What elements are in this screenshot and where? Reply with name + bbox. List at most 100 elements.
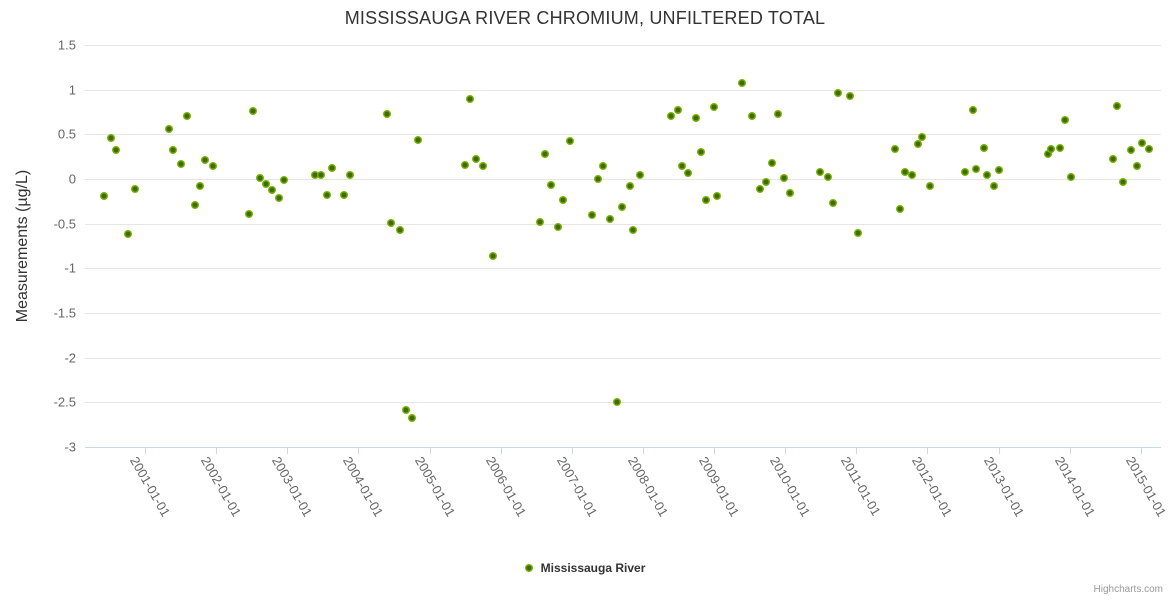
data-point[interactable]: [1061, 116, 1070, 125]
data-point[interactable]: [268, 185, 277, 194]
data-point[interactable]: [177, 159, 186, 168]
data-point[interactable]: [461, 160, 470, 169]
data-point[interactable]: [1056, 143, 1065, 152]
data-point[interactable]: [626, 182, 635, 191]
data-point[interactable]: [786, 189, 795, 198]
data-point[interactable]: [323, 191, 332, 200]
data-point[interactable]: [345, 170, 354, 179]
data-point[interactable]: [478, 162, 487, 171]
data-point[interactable]: [311, 170, 320, 179]
data-point[interactable]: [1109, 155, 1118, 164]
data-point[interactable]: [558, 196, 567, 205]
data-point[interactable]: [983, 170, 992, 179]
data-point[interactable]: [1113, 101, 1122, 110]
data-point[interactable]: [255, 174, 264, 183]
data-point[interactable]: [316, 170, 325, 179]
data-point[interactable]: [737, 78, 746, 87]
data-point[interactable]: [182, 112, 191, 121]
data-point[interactable]: [702, 196, 711, 205]
data-point[interactable]: [261, 180, 270, 189]
data-point[interactable]: [488, 251, 497, 260]
data-point[interactable]: [691, 114, 700, 123]
data-point[interactable]: [208, 161, 217, 170]
data-point[interactable]: [244, 209, 253, 218]
data-point[interactable]: [536, 217, 545, 226]
data-point[interactable]: [1133, 161, 1142, 170]
data-point[interactable]: [169, 146, 178, 155]
data-point[interactable]: [100, 191, 109, 200]
data-point[interactable]: [853, 228, 862, 237]
data-point[interactable]: [1067, 173, 1076, 182]
data-point[interactable]: [131, 184, 140, 193]
data-point[interactable]: [774, 109, 783, 118]
data-point[interactable]: [553, 223, 562, 232]
data-point[interactable]: [328, 164, 337, 173]
data-point[interactable]: [823, 173, 832, 182]
data-point[interactable]: [747, 111, 756, 120]
data-point[interactable]: [1138, 139, 1147, 148]
data-point[interactable]: [1126, 146, 1135, 155]
data-point[interactable]: [414, 135, 423, 144]
data-point[interactable]: [402, 406, 411, 415]
data-point[interactable]: [275, 193, 284, 202]
data-point[interactable]: [382, 109, 391, 118]
data-point[interactable]: [891, 144, 900, 153]
data-point[interactable]: [190, 200, 199, 209]
data-point[interactable]: [1145, 144, 1154, 153]
data-point[interactable]: [594, 175, 603, 183]
data-point[interactable]: [164, 124, 173, 133]
data-point[interactable]: [918, 133, 927, 141]
data-point[interactable]: [780, 174, 789, 183]
data-point[interactable]: [712, 191, 721, 200]
data-point[interactable]: [588, 210, 597, 219]
data-point[interactable]: [907, 170, 916, 179]
data-point[interactable]: [599, 161, 608, 170]
data-point[interactable]: [106, 133, 115, 142]
data-point[interactable]: [1043, 149, 1052, 158]
data-point[interactable]: [710, 102, 719, 111]
data-point[interactable]: [990, 182, 999, 191]
data-point[interactable]: [547, 181, 556, 190]
data-point[interactable]: [678, 162, 687, 171]
data-point[interactable]: [833, 89, 842, 98]
data-point[interactable]: [673, 106, 682, 115]
data-point[interactable]: [995, 166, 1004, 175]
data-point[interactable]: [466, 95, 475, 104]
data-point[interactable]: [1047, 144, 1056, 153]
data-point[interactable]: [845, 91, 854, 100]
data-point[interactable]: [566, 137, 575, 146]
data-point[interactable]: [980, 143, 989, 152]
data-point[interactable]: [201, 156, 210, 165]
data-point[interactable]: [895, 205, 904, 214]
data-point[interactable]: [612, 398, 621, 407]
data-point[interactable]: [280, 175, 289, 184]
data-point[interactable]: [1119, 177, 1127, 186]
data-point[interactable]: [696, 148, 705, 157]
data-point[interactable]: [340, 191, 349, 200]
data-point[interactable]: [816, 167, 825, 176]
data-point[interactable]: [628, 225, 637, 234]
data-point[interactable]: [900, 167, 909, 176]
data-point[interactable]: [111, 146, 120, 155]
data-point[interactable]: [249, 107, 258, 116]
data-point[interactable]: [972, 165, 981, 174]
data-point[interactable]: [617, 202, 626, 211]
data-point[interactable]: [606, 215, 615, 224]
data-point[interactable]: [761, 177, 770, 186]
data-point[interactable]: [541, 149, 550, 158]
data-point[interactable]: [666, 112, 675, 121]
data-point[interactable]: [961, 167, 970, 176]
data-point[interactable]: [968, 106, 977, 115]
legend-item-mississauga-river[interactable]: Mississauga River: [0, 558, 1170, 578]
data-point[interactable]: [828, 199, 837, 208]
data-point[interactable]: [683, 168, 692, 177]
data-point[interactable]: [768, 158, 777, 167]
data-point[interactable]: [472, 155, 481, 164]
data-point[interactable]: [925, 182, 934, 191]
data-point[interactable]: [408, 413, 417, 422]
data-point[interactable]: [387, 218, 396, 227]
data-point[interactable]: [914, 140, 923, 149]
data-point[interactable]: [195, 182, 204, 191]
data-point[interactable]: [636, 171, 645, 180]
data-point[interactable]: [396, 225, 405, 234]
